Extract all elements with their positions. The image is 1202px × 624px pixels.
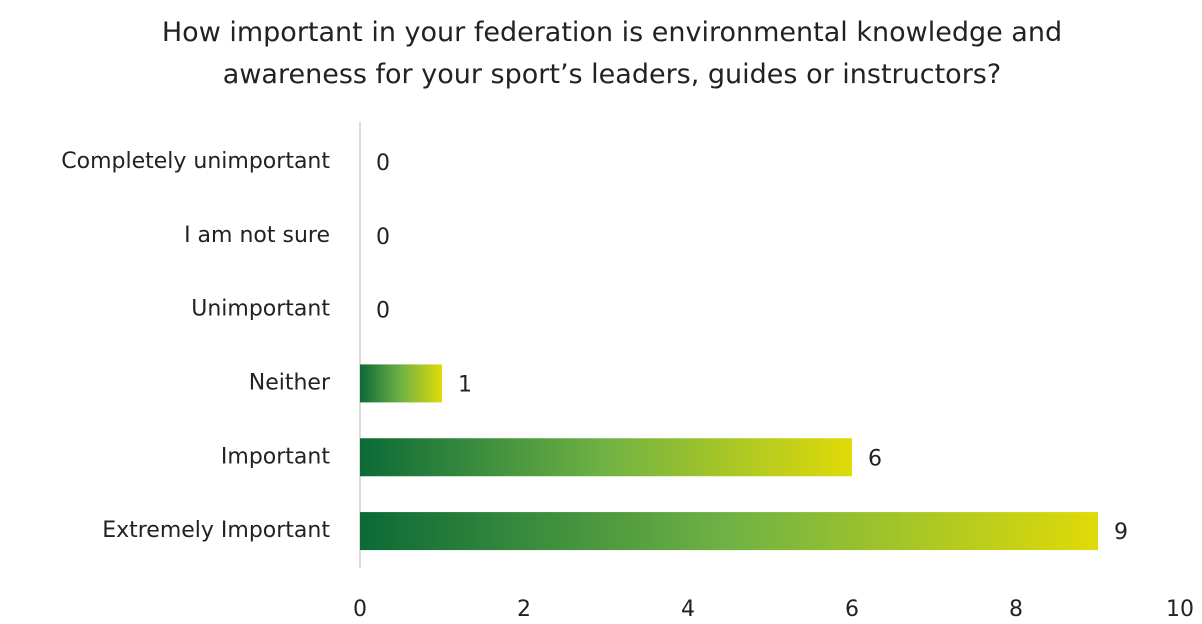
value-label: 6 <box>868 446 882 471</box>
y-tick-label: Important <box>221 444 330 469</box>
y-tick-label: Unimportant <box>191 297 330 322</box>
y-tick-label: Completely unimportant <box>61 149 330 174</box>
bar <box>360 364 442 403</box>
value-label: 0 <box>376 151 390 176</box>
value-label: 0 <box>376 299 390 324</box>
value-label: 0 <box>376 225 390 250</box>
x-tick-label: 6 <box>845 597 859 622</box>
value-label: 9 <box>1114 520 1128 545</box>
value-label: 1 <box>458 372 472 397</box>
x-tick-label: 8 <box>1009 597 1023 622</box>
x-tick-label: 2 <box>517 597 531 622</box>
x-tick-label: 0 <box>353 597 367 622</box>
chart-title: How important in your federation is envi… <box>161 17 1063 90</box>
bar <box>360 438 852 477</box>
y-tick-label: Neither <box>249 370 331 395</box>
x-tick-label: 10 <box>1166 597 1194 622</box>
x-tick-label: 4 <box>681 597 695 622</box>
y-tick-label: Extremely Important <box>102 518 330 543</box>
bar <box>360 512 1098 551</box>
y-tick-label: I am not sure <box>184 223 330 248</box>
